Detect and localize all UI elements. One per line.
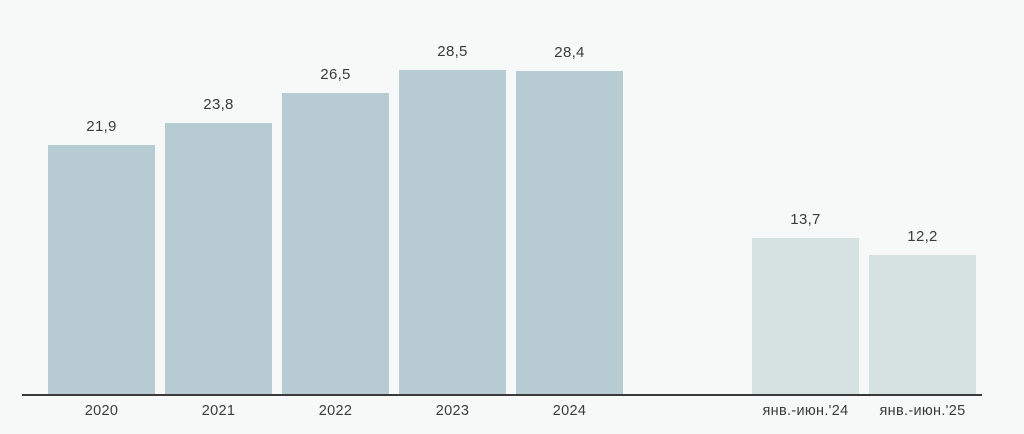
bar--25 — [869, 255, 976, 394]
bar-value-label: 28,4 — [554, 44, 585, 61]
bar-value-label: 13,7 — [790, 211, 821, 228]
bar-value-label: 12,2 — [907, 228, 938, 245]
bar-2022 — [282, 93, 389, 394]
x-axis-label: 2020 — [84, 403, 119, 419]
x-axis-line — [22, 394, 982, 396]
bar-2021 — [165, 123, 272, 394]
x-axis-label: 2024 — [552, 403, 587, 419]
x-axis-label: янв.-июн.'24 — [762, 403, 849, 419]
bar-value-label: 23,8 — [203, 96, 234, 113]
bar-2020 — [48, 145, 155, 394]
bar-2023 — [399, 70, 506, 394]
bar--24 — [752, 238, 859, 394]
bar-value-label: 28,5 — [437, 43, 468, 60]
x-axis-label: 2022 — [318, 403, 353, 419]
bar-value-label: 26,5 — [320, 66, 351, 83]
bar-2024 — [516, 71, 623, 394]
x-axis-label: 2023 — [435, 403, 470, 419]
x-axis-label: янв.-июн.'25 — [879, 403, 966, 419]
bar-value-label: 21,9 — [86, 118, 117, 135]
x-axis-label: 2021 — [201, 403, 236, 419]
